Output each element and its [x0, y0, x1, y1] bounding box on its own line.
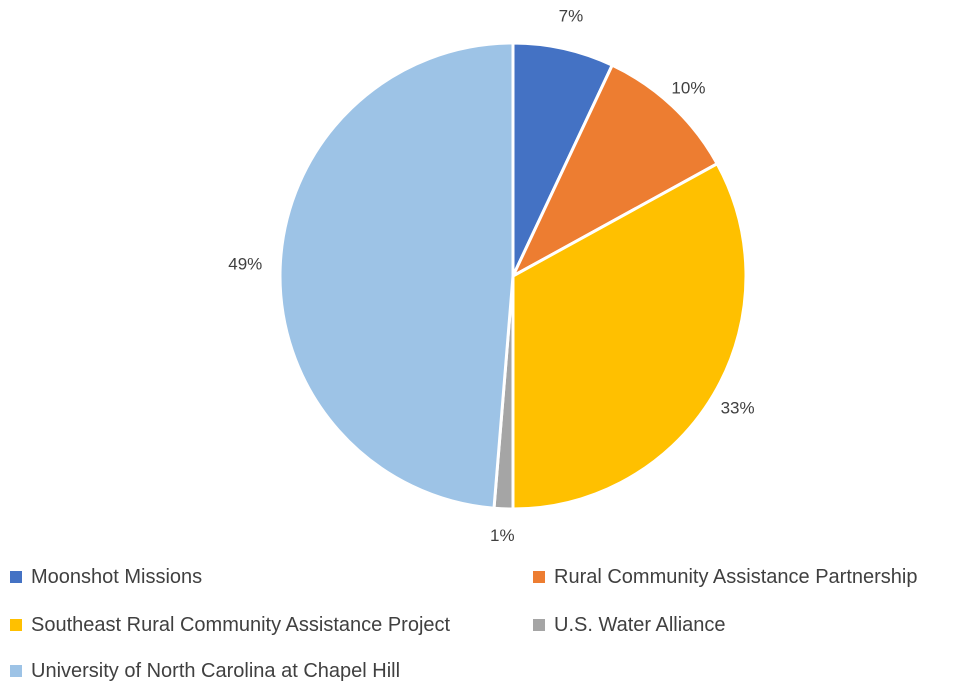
legend-label: Moonshot Missions: [31, 566, 203, 588]
pie-slice: [511, 63, 719, 278]
legend-swatch: [533, 619, 545, 631]
legend-item: University of North Carolina at Chapel H…: [10, 659, 400, 683]
legend-label: Southeast Rural Community Assistance Pro…: [31, 614, 451, 636]
legend-label: University of North Carolina at Chapel H…: [31, 660, 401, 682]
legend-label: Rural Community Assistance Partnership: [554, 566, 918, 588]
pie-slices: [278, 41, 748, 511]
data-label: 49%: [228, 255, 262, 274]
pie-slice: [511, 41, 614, 278]
legend-swatch: [10, 619, 22, 631]
data-label: 7%: [559, 6, 584, 25]
pie-slice: [511, 162, 748, 511]
legend-item: Rural Community Assistance Partnership: [533, 565, 917, 589]
legend-label: U.S. Water Alliance: [554, 614, 726, 636]
legend: Moonshot Missions Rural Community Assist…: [0, 552, 979, 683]
pie-slice: [278, 41, 515, 510]
legend-swatch: [10, 665, 22, 677]
data-labels: 7% 10% 33% 1% 49%: [228, 6, 754, 545]
data-label: 1%: [490, 526, 515, 545]
legend-swatch: [10, 571, 22, 583]
legend-item: U.S. Water Alliance: [533, 613, 726, 637]
pie-chart: 7% 10% 33% 1% 49%: [228, 6, 754, 545]
data-label: 33%: [721, 398, 755, 417]
legend-item: Southeast Rural Community Assistance Pro…: [10, 613, 450, 637]
legend-item: Moonshot Missions: [10, 565, 202, 589]
data-label: 10%: [671, 79, 705, 98]
legend-swatch: [533, 571, 545, 583]
